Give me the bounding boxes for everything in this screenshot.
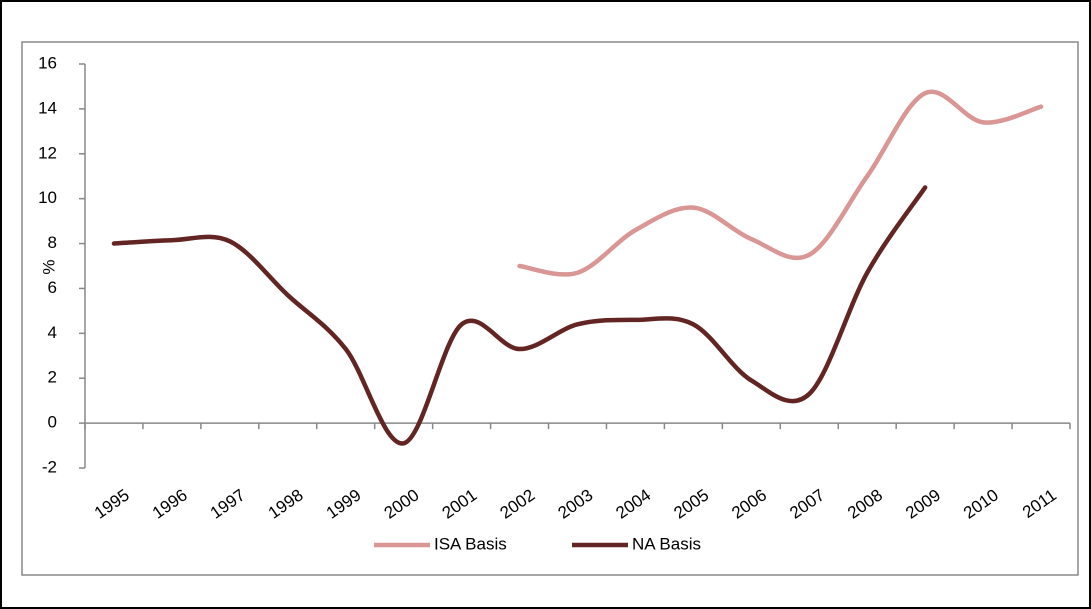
x-tick-label: 1999 xyxy=(323,485,365,522)
y-tick-label: 16 xyxy=(38,53,57,72)
y-tick-label: 6 xyxy=(48,278,57,297)
series-line xyxy=(111,185,928,446)
y-tick-label: 10 xyxy=(38,188,57,207)
legend-label: NA Basis xyxy=(632,534,701,553)
plot-frame xyxy=(21,41,1079,576)
x-tick-label: 2008 xyxy=(844,485,886,522)
x-tick-label: 2003 xyxy=(554,485,596,522)
x-tick-label: 2011 xyxy=(1019,485,1060,522)
series-line xyxy=(517,89,1044,277)
y-tick-label: 14 xyxy=(38,98,57,117)
x-tick-label: 2007 xyxy=(786,485,828,522)
x-tick-label: 2001 xyxy=(439,485,481,522)
y-tick-label: 4 xyxy=(48,323,57,342)
y-tick-label: 2 xyxy=(48,368,57,387)
y-tick-label: 12 xyxy=(38,143,57,162)
x-tick-label: 2004 xyxy=(612,485,654,522)
x-tick-label: 1997 xyxy=(207,485,249,522)
y-tick-label: -2 xyxy=(42,457,57,476)
y-tick-label: 8 xyxy=(48,233,57,252)
x-tick-label: 2005 xyxy=(670,485,712,522)
x-tick-label: 1995 xyxy=(91,485,133,522)
x-tick-label: 2002 xyxy=(497,485,539,522)
y-axis-label: % xyxy=(39,259,58,274)
x-tick-label: 2010 xyxy=(960,485,1002,522)
x-tick-label: 1996 xyxy=(149,485,191,522)
legend-label: ISA Basis xyxy=(434,534,507,553)
x-tick-label: 1998 xyxy=(265,485,307,522)
x-tick-label: 2006 xyxy=(728,485,770,522)
x-tick-label: 2000 xyxy=(381,485,423,522)
x-tick-label: 2009 xyxy=(902,485,944,522)
y-tick-label: 0 xyxy=(48,413,57,432)
